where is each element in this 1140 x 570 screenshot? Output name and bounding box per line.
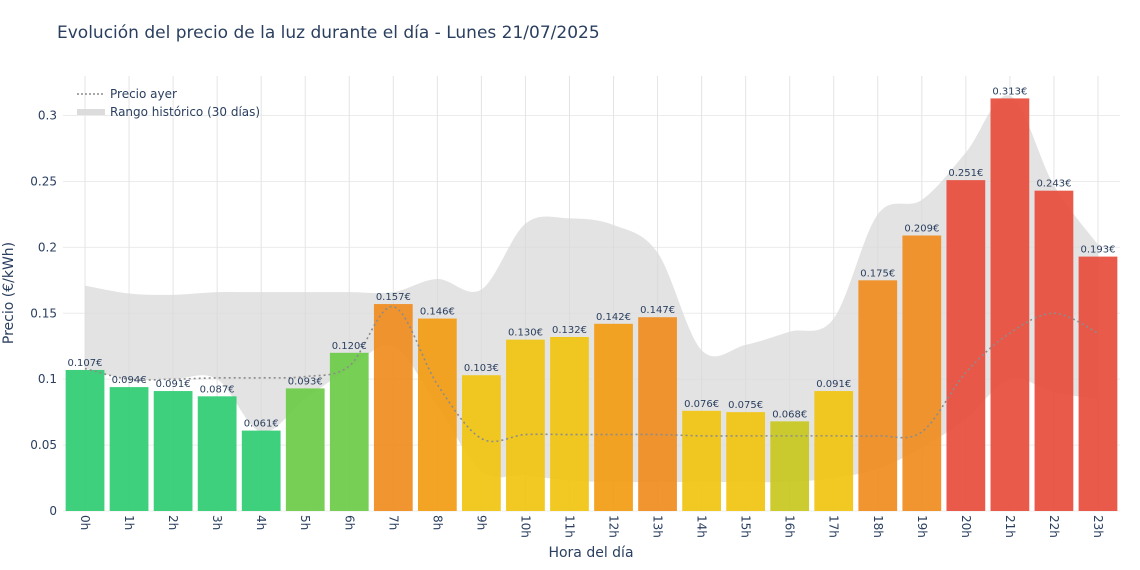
bar-value-label: 0.091€	[816, 379, 851, 390]
y-tick-label: 0	[49, 504, 57, 518]
x-tick-label: 20h	[959, 515, 973, 538]
x-tick-label: 18h	[871, 515, 885, 538]
legend: Precio ayer Rango histórico (30 días)	[77, 87, 260, 119]
y-tick-label: 0.15	[30, 306, 57, 320]
bar-13h[interactable]	[638, 317, 677, 511]
x-tick-label: 9h	[474, 515, 488, 530]
x-tick-label: 3h	[210, 515, 224, 530]
bar-value-label: 0.061€	[244, 419, 279, 430]
x-tick-label: 6h	[342, 515, 356, 530]
bar-19h[interactable]	[902, 235, 942, 512]
bar-2h[interactable]	[153, 391, 193, 511]
y-tick-label: 0.3	[38, 109, 57, 123]
x-tick-label: 15h	[739, 515, 753, 538]
bar-value-label: 0.120€	[332, 341, 367, 352]
bar-12h[interactable]	[594, 323, 633, 511]
x-tick-label: 21h	[1003, 515, 1017, 538]
bar-value-label: 0.142€	[596, 312, 631, 323]
bar-value-label: 0.175€	[860, 268, 895, 279]
bar-value-label: 0.132€	[552, 325, 587, 336]
bar-value-label: 0.093€	[288, 376, 323, 387]
y-tick-label: 0.25	[30, 174, 57, 188]
bar-16h[interactable]	[770, 421, 810, 511]
bar-20h[interactable]	[946, 180, 986, 512]
bar-value-label: 0.107€	[68, 358, 103, 369]
legend-label-historic[interactable]: Rango histórico (30 días)	[110, 105, 260, 119]
x-tick-label: 22h	[1047, 515, 1061, 538]
x-tick-label: 12h	[607, 515, 621, 538]
x-tick-label: 1h	[122, 515, 136, 530]
bar-5h[interactable]	[285, 388, 325, 511]
bar-value-label: 0.068€	[772, 409, 807, 420]
legend-label-yesterday[interactable]: Precio ayer	[110, 87, 177, 101]
y-tick-label: 0.1	[38, 372, 57, 386]
x-axis-title: Hora del día	[548, 545, 633, 561]
bar-value-label: 0.076€	[684, 399, 719, 410]
y-axis-title: Precio (€/kWh)	[1, 242, 17, 344]
bar-14h[interactable]	[682, 410, 721, 511]
bar-8h[interactable]	[417, 318, 457, 511]
x-tick-label: 10h	[518, 515, 532, 538]
bar-value-label: 0.091€	[156, 379, 191, 390]
bar-value-labels: 0.107€ 0.094€ 0.091€ 0.087€ 0.061€ 0.093€ 0.12…	[68, 86, 1116, 429]
x-tick-label: 5h	[298, 515, 312, 530]
bar-22h[interactable]	[1034, 190, 1074, 511]
bar-10h[interactable]	[506, 339, 545, 511]
bar-value-label: 0.130€	[508, 328, 543, 339]
axes: 0 0.05 0.1 0.15 0.2 0.25 0.3 0h 1h 2h 3h 4h 5h 6h 7h 8h…	[30, 109, 1105, 538]
bar-18h[interactable]	[858, 280, 898, 511]
bar-7h[interactable]	[373, 304, 413, 511]
bar-11h[interactable]	[550, 337, 589, 511]
bar-4h[interactable]	[241, 430, 281, 511]
bar-17h[interactable]	[814, 391, 854, 511]
bar-6h[interactable]	[329, 352, 369, 511]
x-tick-label: 16h	[783, 515, 797, 538]
x-tick-label: 17h	[827, 515, 841, 538]
historic-range-band	[85, 95, 1098, 483]
bar-23h[interactable]	[1078, 256, 1118, 511]
bar-value-label: 0.243€	[1036, 179, 1071, 190]
bar-value-label: 0.193€	[1080, 245, 1115, 256]
historic-range-area	[85, 95, 1098, 483]
bar-value-label: 0.103€	[464, 363, 499, 374]
x-tick-label: 7h	[386, 515, 400, 530]
bar-value-label: 0.147€	[640, 305, 675, 316]
x-tick-label: 0h	[78, 515, 92, 530]
bars	[65, 98, 1118, 512]
x-tick-label: 11h	[562, 515, 576, 538]
x-tick-label: 2h	[166, 515, 180, 530]
bar-9h[interactable]	[462, 375, 501, 511]
y-tick-label: 0.2	[38, 240, 57, 254]
chart-title: Evolución del precio de la luz durante e…	[57, 23, 600, 43]
bar-3h[interactable]	[197, 396, 237, 511]
y-tick-label: 0.05	[30, 438, 57, 452]
x-tick-label: 19h	[915, 515, 929, 538]
x-tick-label: 23h	[1091, 515, 1105, 538]
x-tick-label: 14h	[695, 515, 709, 538]
bar-value-label: 0.313€	[992, 86, 1027, 97]
bar-value-label: 0.157€	[376, 292, 411, 303]
bar-value-label: 0.146€	[420, 307, 455, 318]
bar-21h[interactable]	[990, 98, 1030, 511]
bar-0h[interactable]	[65, 369, 105, 511]
bar-value-label: 0.251€	[948, 168, 983, 179]
bar-15h[interactable]	[726, 412, 766, 511]
x-tick-label: 13h	[651, 515, 665, 538]
bar-value-label: 0.087€	[200, 384, 235, 395]
bar-1h[interactable]	[109, 387, 149, 511]
bar-value-label: 0.075€	[728, 400, 763, 411]
bar-value-label: 0.209€	[904, 224, 939, 235]
bar-value-label: 0.094€	[112, 375, 147, 386]
x-tick-label: 4h	[254, 515, 268, 530]
x-tick-label: 8h	[430, 515, 444, 530]
